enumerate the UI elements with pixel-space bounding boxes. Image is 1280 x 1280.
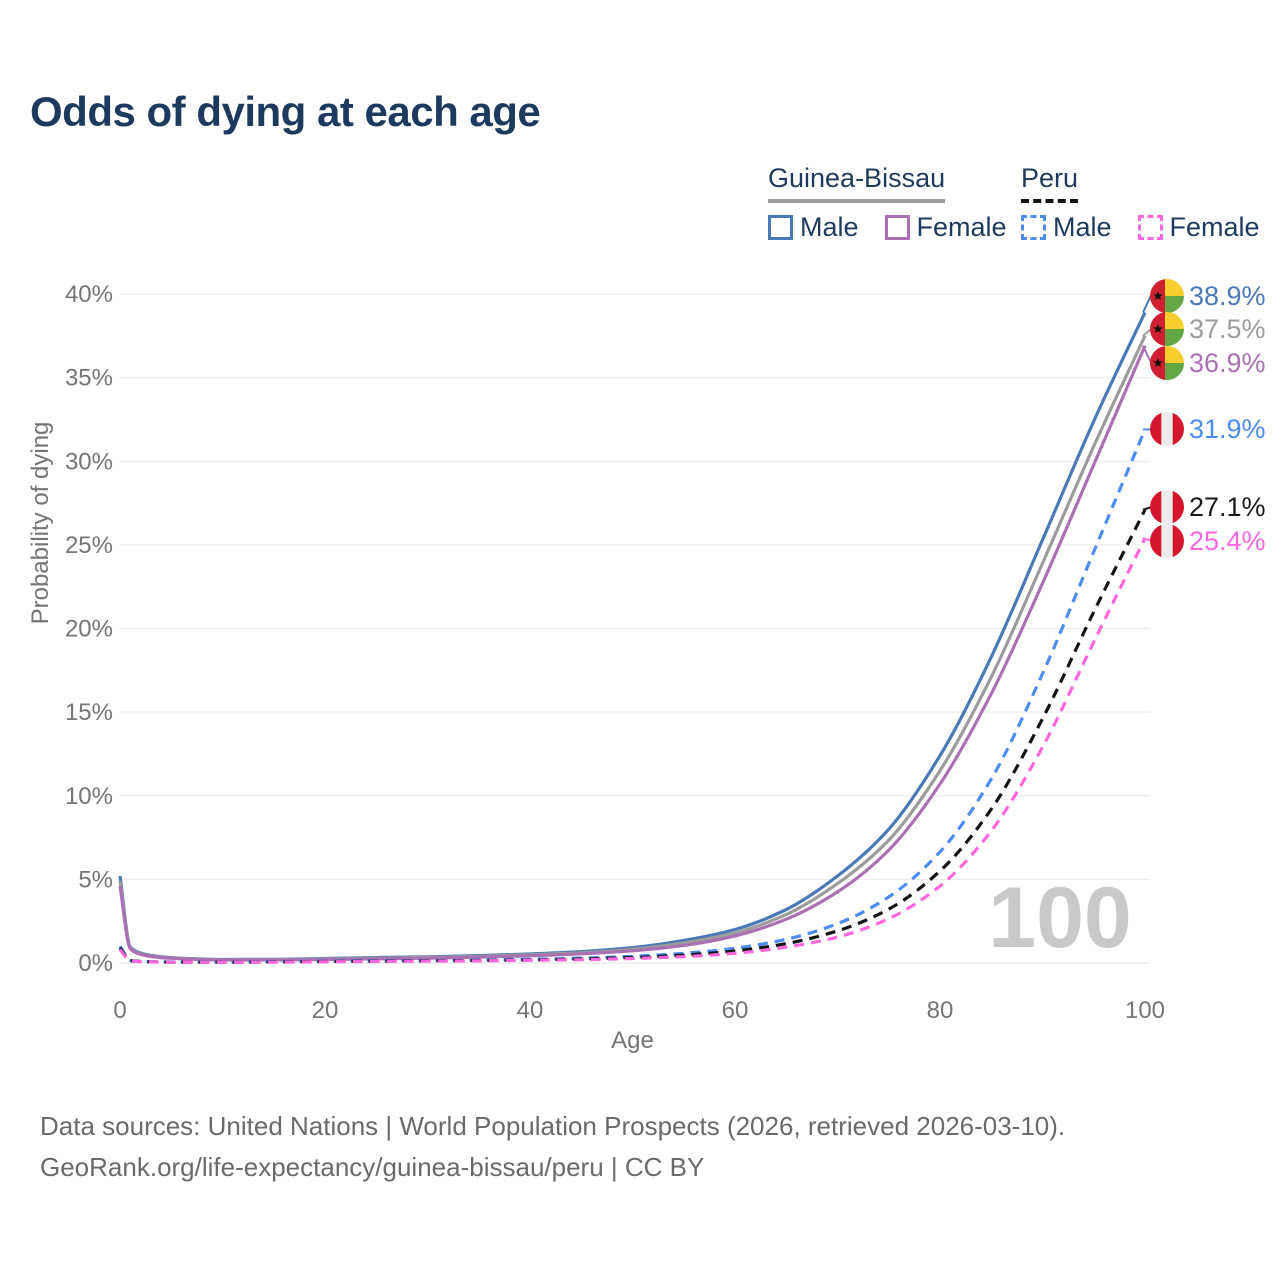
end-label-gb-male[interactable]: 38.9% bbox=[1150, 279, 1266, 313]
legend-country-label: Peru bbox=[1021, 163, 1079, 193]
y-axis-title: Probability of dying bbox=[27, 422, 54, 625]
end-label-gb-female[interactable]: 36.9% bbox=[1150, 346, 1266, 380]
x-tick-label: 20 bbox=[312, 997, 339, 1024]
gb-female-swatch-icon bbox=[884, 215, 910, 240]
legend-group-guinea-bissau: Guinea-Bissau Male Female bbox=[768, 163, 1007, 243]
series-line-gb-female[interactable] bbox=[118, 345, 1147, 962]
legend-item-gb-female[interactable]: Female bbox=[884, 212, 1007, 243]
y-tick-label: 25% bbox=[65, 532, 113, 559]
guinea-bissau-flag-icon bbox=[1150, 279, 1184, 313]
y-tick-label: 10% bbox=[65, 783, 113, 810]
end-label-value: 25.4% bbox=[1189, 525, 1266, 556]
watermark-age: 100 bbox=[988, 870, 1132, 966]
footer: Data sources: United Nations | World Pop… bbox=[40, 1106, 1065, 1188]
y-tick-label: 15% bbox=[65, 699, 113, 726]
page-title: Odds of dying at each age bbox=[30, 88, 541, 135]
y-tick-label: 40% bbox=[65, 281, 113, 308]
legend-item-peru-female[interactable]: Female bbox=[1137, 212, 1260, 243]
legend-items-peru: Male Female bbox=[1021, 212, 1260, 243]
end-label-peru-male[interactable]: 31.9% bbox=[1150, 412, 1266, 446]
footer-link[interactable]: GeoRank.org/life-expectancy/guinea-bissa… bbox=[40, 1152, 705, 1182]
x-tick-label: 100 bbox=[1125, 997, 1165, 1024]
legend-group-peru: Peru Male Female bbox=[1021, 163, 1260, 243]
peru-flag-icon bbox=[1150, 524, 1184, 558]
legend-country-peru[interactable]: Peru bbox=[1021, 163, 1079, 203]
legend-item-label: Female bbox=[916, 212, 1007, 242]
legend-country-label: Guinea-Bissau bbox=[768, 163, 946, 193]
end-label-peru-all[interactable]: 27.1% bbox=[1150, 490, 1266, 524]
guinea-bissau-flag-icon bbox=[1150, 346, 1184, 380]
gb-male-swatch-icon bbox=[768, 215, 793, 240]
legend-item-label: Female bbox=[1169, 212, 1260, 242]
peru-female-swatch-icon bbox=[1137, 215, 1163, 240]
guinea-bissau-flag-icon bbox=[1150, 312, 1184, 346]
end-label-value: 37.5% bbox=[1189, 313, 1266, 344]
y-tick-label: 5% bbox=[78, 866, 113, 893]
x-axis-title: Age bbox=[611, 1027, 654, 1054]
peru-male-swatch-icon bbox=[1021, 215, 1046, 240]
end-label-value: 36.9% bbox=[1189, 347, 1266, 378]
y-tick-label: 20% bbox=[65, 616, 113, 643]
series-line-gb-all[interactable] bbox=[118, 335, 1147, 962]
peru-flag-icon bbox=[1150, 490, 1184, 524]
legend-country-guinea-bissau[interactable]: Guinea-Bissau bbox=[768, 163, 946, 203]
x-tick-label: 40 bbox=[517, 997, 544, 1024]
peru-flag-icon bbox=[1150, 412, 1184, 446]
series-line-gb-male[interactable] bbox=[118, 311, 1147, 962]
x-tick-label: 60 bbox=[722, 997, 749, 1024]
y-tick-label: 35% bbox=[65, 365, 113, 392]
end-label-value: 38.9% bbox=[1189, 280, 1266, 311]
end-label-value: 27.1% bbox=[1189, 491, 1266, 522]
legend-item-gb-male[interactable]: Male bbox=[768, 212, 859, 243]
x-tick-label: 80 bbox=[927, 997, 954, 1024]
footer-sources: Data sources: United Nations | World Pop… bbox=[40, 1111, 1066, 1141]
y-tick-label: 30% bbox=[65, 448, 113, 475]
legend-item-label: Male bbox=[800, 212, 859, 242]
end-label-value: 31.9% bbox=[1189, 413, 1266, 444]
legend-item-peru-male[interactable]: Male bbox=[1021, 212, 1112, 243]
y-tick-label: 0% bbox=[78, 950, 113, 977]
legend-item-label: Male bbox=[1053, 212, 1112, 242]
end-label-peru-female[interactable]: 25.4% bbox=[1150, 524, 1266, 558]
end-label-gb-all[interactable]: 37.5% bbox=[1150, 312, 1266, 346]
legend-items-guinea-bissau: Male Female bbox=[768, 212, 1007, 243]
x-tick-label: 0 bbox=[113, 997, 126, 1024]
series-line-peru-female[interactable] bbox=[118, 537, 1147, 964]
